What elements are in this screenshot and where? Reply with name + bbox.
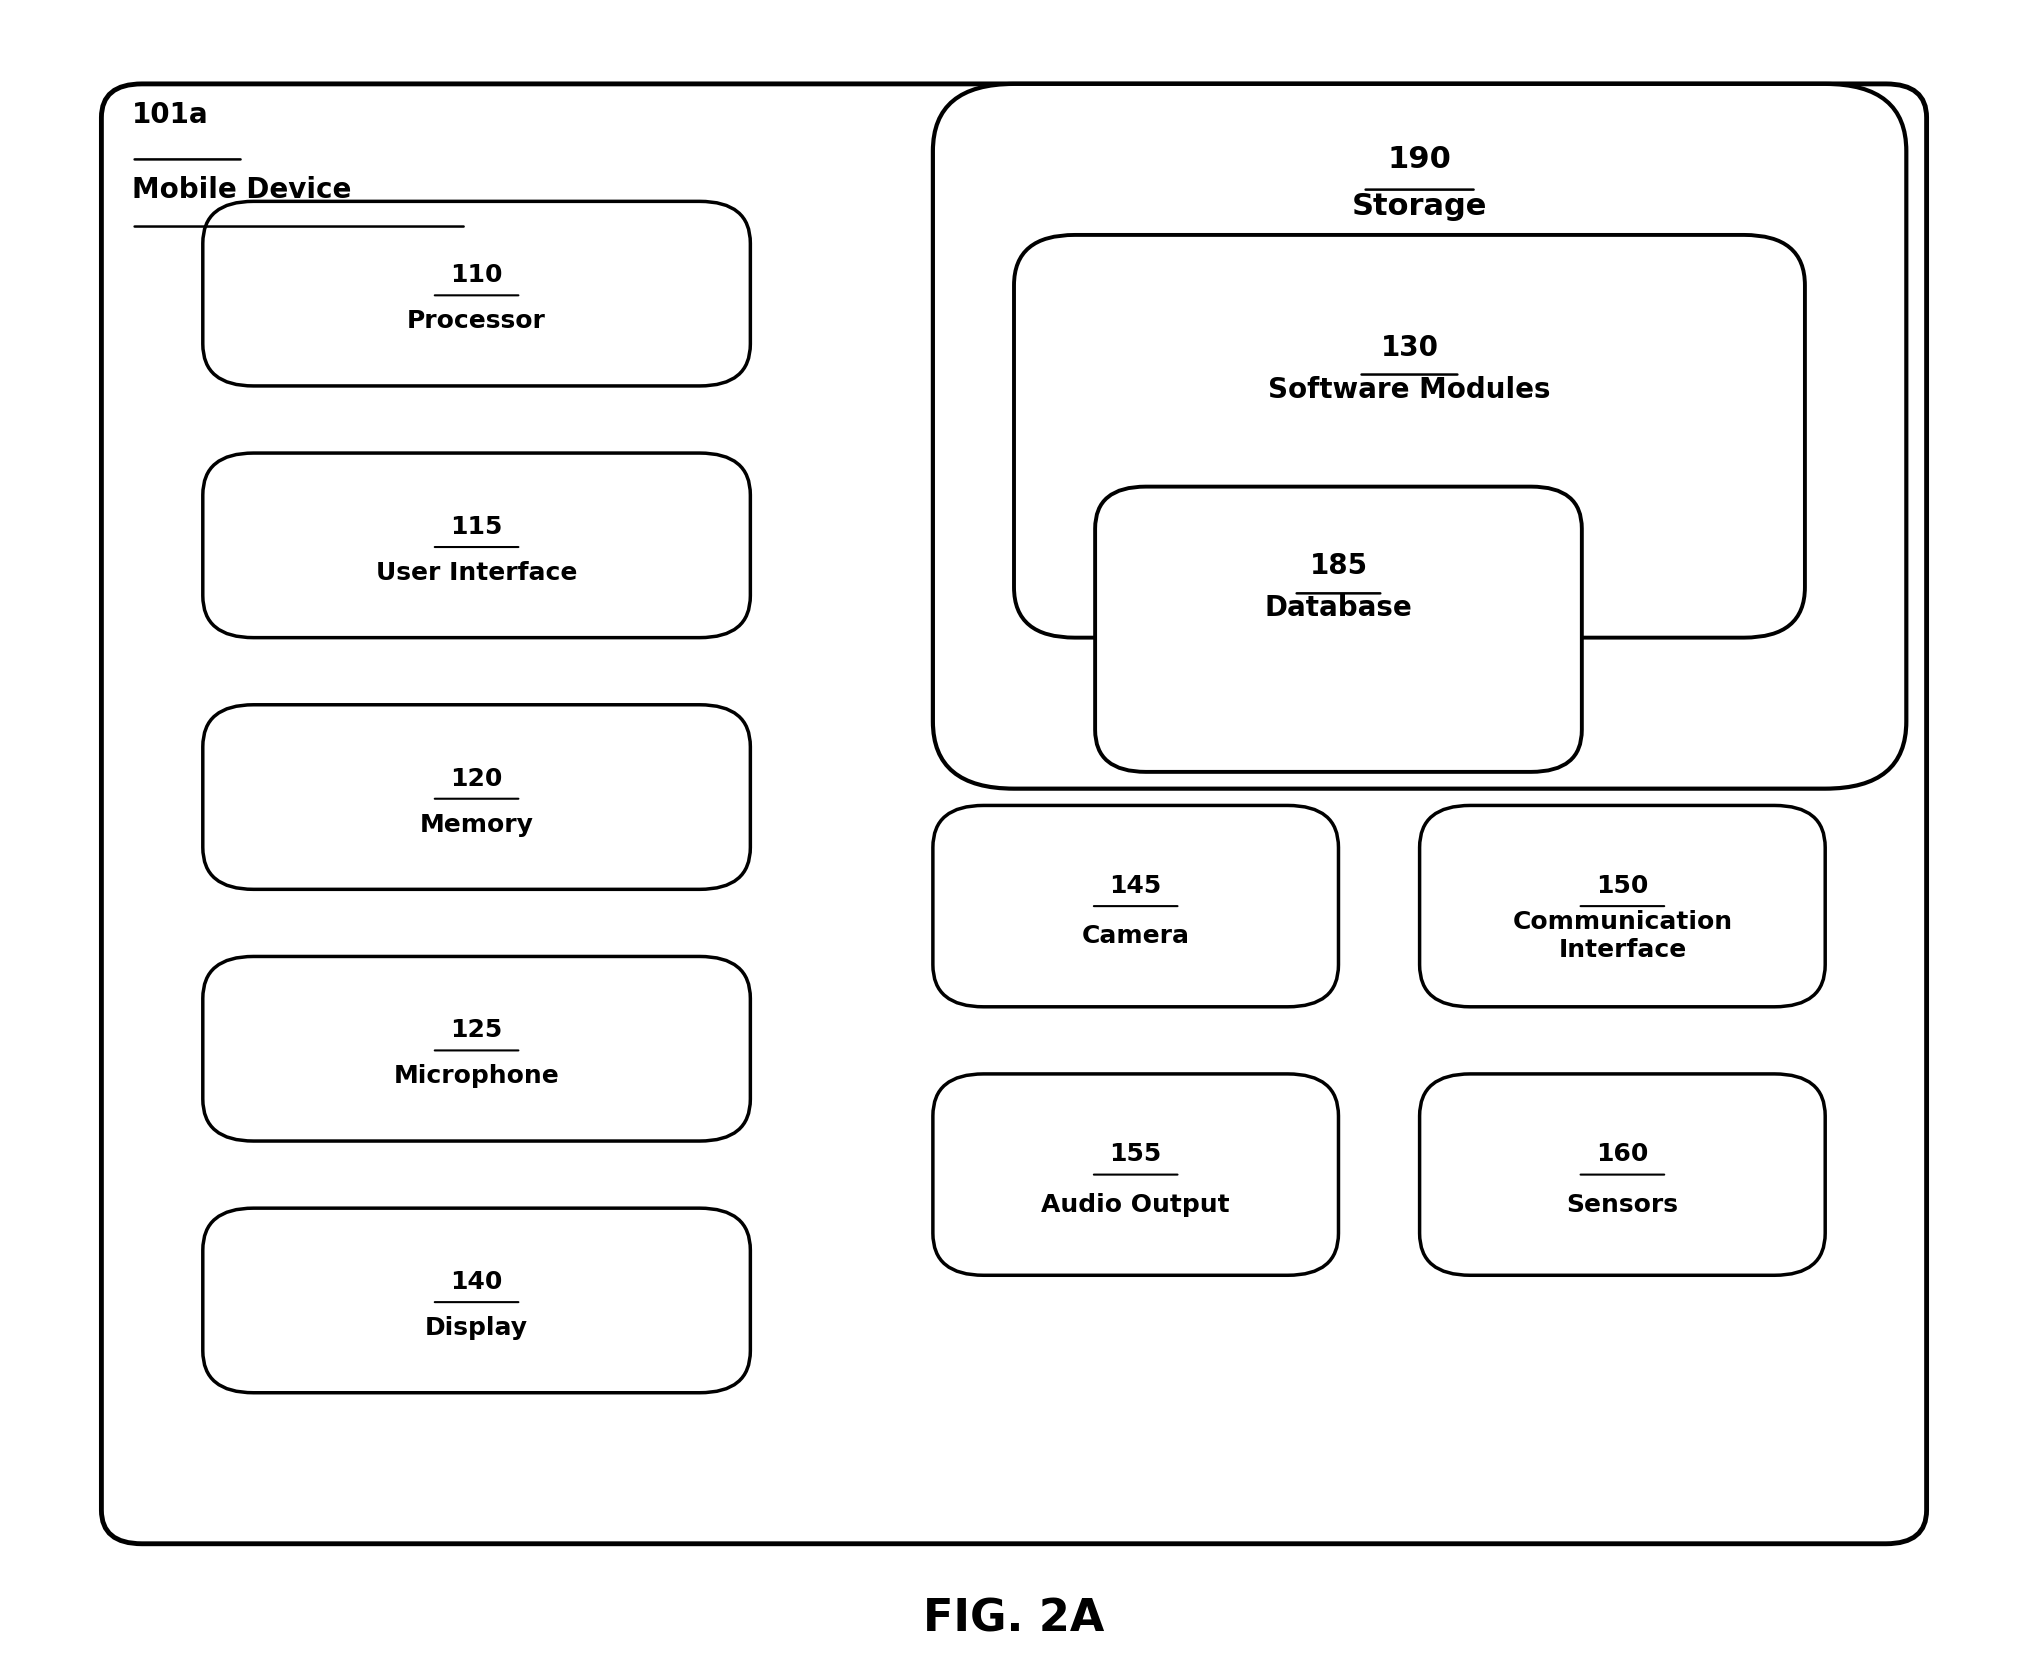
Text: 101a: 101a — [132, 101, 209, 129]
Text: 160: 160 — [1596, 1143, 1649, 1166]
Text: Storage: Storage — [1353, 191, 1487, 221]
FancyBboxPatch shape — [203, 1208, 750, 1393]
Text: 145: 145 — [1109, 874, 1162, 898]
Text: 115: 115 — [450, 515, 503, 539]
Text: Processor: Processor — [408, 309, 546, 334]
Text: Sensors: Sensors — [1566, 1193, 1679, 1217]
Text: 125: 125 — [450, 1019, 503, 1042]
Text: 190: 190 — [1387, 144, 1452, 175]
FancyBboxPatch shape — [203, 453, 750, 638]
Text: Software Modules: Software Modules — [1268, 376, 1551, 404]
FancyBboxPatch shape — [203, 956, 750, 1141]
Text: 130: 130 — [1381, 334, 1438, 362]
Text: 140: 140 — [450, 1270, 503, 1294]
FancyBboxPatch shape — [203, 705, 750, 889]
FancyBboxPatch shape — [933, 1074, 1338, 1275]
Text: 110: 110 — [450, 263, 503, 287]
Text: Audio Output: Audio Output — [1040, 1193, 1231, 1217]
FancyBboxPatch shape — [933, 84, 1906, 789]
Text: Database: Database — [1265, 594, 1411, 623]
Text: Memory: Memory — [420, 812, 533, 837]
Text: FIG. 2A: FIG. 2A — [923, 1597, 1105, 1641]
Text: Camera: Camera — [1081, 925, 1190, 948]
FancyBboxPatch shape — [101, 84, 1927, 1544]
Text: Display: Display — [426, 1316, 527, 1341]
Text: Communication
Interface: Communication Interface — [1513, 911, 1732, 961]
FancyBboxPatch shape — [1420, 805, 1825, 1007]
FancyBboxPatch shape — [1420, 1074, 1825, 1275]
Text: 185: 185 — [1310, 552, 1367, 581]
FancyBboxPatch shape — [1095, 487, 1582, 772]
Text: User Interface: User Interface — [375, 560, 578, 586]
FancyBboxPatch shape — [203, 201, 750, 386]
FancyBboxPatch shape — [1014, 235, 1805, 638]
Text: 120: 120 — [450, 767, 503, 790]
Text: Microphone: Microphone — [393, 1064, 560, 1089]
Text: 150: 150 — [1596, 874, 1649, 898]
FancyBboxPatch shape — [933, 805, 1338, 1007]
Text: 155: 155 — [1109, 1143, 1162, 1166]
Text: Mobile Device: Mobile Device — [132, 176, 351, 205]
